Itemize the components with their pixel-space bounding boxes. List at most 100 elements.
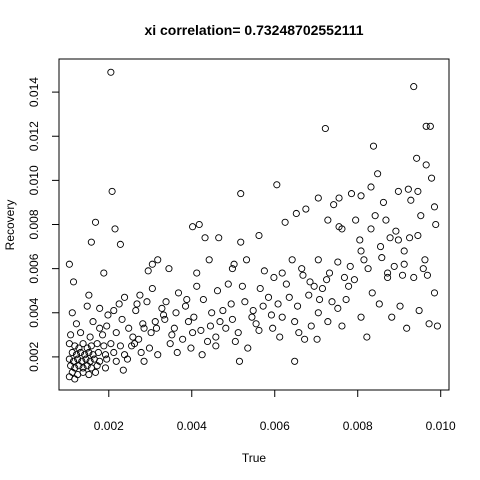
- data-point: [136, 291, 144, 299]
- data-point: [314, 194, 322, 202]
- data-point: [425, 320, 433, 328]
- data-point: [125, 324, 133, 332]
- data-point: [334, 258, 342, 266]
- data-point: [85, 348, 93, 357]
- data-point: [260, 267, 268, 275]
- data-point: [216, 318, 224, 326]
- data-point: [154, 256, 162, 264]
- data-point: [198, 351, 206, 359]
- data-point: [205, 256, 213, 264]
- data-point: [356, 236, 364, 244]
- data-point: [298, 265, 306, 273]
- data-point: [386, 234, 394, 242]
- data-point: [148, 260, 156, 268]
- data-point: [285, 293, 293, 301]
- data-point: [87, 238, 95, 246]
- data-point: [67, 331, 75, 339]
- data-point: [215, 234, 223, 242]
- data-point: [206, 322, 214, 330]
- data-point: [400, 247, 408, 255]
- data-point: [230, 260, 238, 268]
- y-tick-label: 0.008: [27, 209, 41, 239]
- data-point: [72, 320, 80, 328]
- data-point: [248, 313, 256, 321]
- data-point: [310, 282, 318, 290]
- data-point: [375, 300, 383, 308]
- data-point: [398, 271, 407, 279]
- y-tick-label: 0.014: [27, 77, 41, 107]
- data-point: [316, 295, 324, 304]
- data-point: [181, 302, 190, 310]
- data-point: [91, 368, 100, 376]
- data-point: [110, 348, 118, 357]
- data-point: [238, 282, 246, 290]
- data-point: [154, 351, 162, 359]
- data-point: [231, 337, 239, 346]
- data-point: [357, 247, 365, 255]
- data-point: [278, 269, 286, 277]
- data-point: [269, 324, 277, 332]
- data-point: [417, 212, 425, 220]
- data-point: [224, 280, 232, 288]
- y-tick-label: 0.012: [27, 121, 41, 151]
- data-point: [255, 231, 263, 240]
- data-point: [189, 223, 197, 231]
- data-point: [103, 322, 111, 330]
- data-point: [302, 205, 310, 213]
- data-point: [135, 335, 143, 343]
- data-point: [161, 315, 169, 323]
- data-point: [143, 298, 151, 306]
- data-point: [419, 265, 427, 273]
- y-axis-label: Recovery: [3, 200, 17, 251]
- data-point: [422, 122, 430, 130]
- data-point: [168, 331, 176, 339]
- data-point: [99, 331, 107, 339]
- data-point: [360, 256, 368, 264]
- data-point: [219, 307, 227, 315]
- data-point: [430, 203, 439, 211]
- data-point: [242, 256, 251, 264]
- data-point: [193, 282, 201, 290]
- data-point: [415, 307, 423, 315]
- data-point: [338, 322, 346, 330]
- data-point: [352, 216, 360, 224]
- data-point: [94, 348, 102, 357]
- data-point: [256, 284, 264, 293]
- data-point: [77, 348, 85, 357]
- data-point: [367, 183, 375, 191]
- data-point: [148, 284, 156, 293]
- data-point: [413, 154, 421, 162]
- data-point: [270, 273, 278, 282]
- data-point: [65, 355, 73, 363]
- data-point: [79, 340, 87, 348]
- data-point: [404, 185, 412, 193]
- data-point: [368, 289, 376, 297]
- data-point: [314, 256, 322, 264]
- data-point: [264, 293, 273, 301]
- data-point: [301, 335, 309, 343]
- y-tick-label: 0.010: [27, 165, 41, 195]
- data-point: [174, 289, 183, 297]
- data-point: [276, 333, 284, 341]
- data-point: [330, 201, 338, 209]
- data-point: [213, 287, 222, 295]
- data-point: [374, 170, 382, 178]
- data-point: [324, 318, 332, 326]
- data-point: [340, 273, 348, 282]
- data-point: [77, 329, 85, 337]
- data-point: [145, 344, 153, 352]
- x-tick-label: 0.010: [426, 419, 456, 433]
- data-point: [162, 298, 170, 306]
- data-point: [190, 313, 198, 321]
- data-point: [414, 231, 422, 240]
- data-point: [199, 295, 207, 304]
- data-point: [394, 187, 402, 195]
- data-point: [235, 357, 244, 365]
- data-point: [121, 293, 129, 301]
- data-point: [67, 362, 75, 370]
- x-axis: 0.002 0.004 0.006 0.008 0.010: [94, 389, 456, 433]
- data-point: [428, 174, 436, 182]
- data-point: [328, 298, 336, 306]
- data-point: [104, 311, 112, 319]
